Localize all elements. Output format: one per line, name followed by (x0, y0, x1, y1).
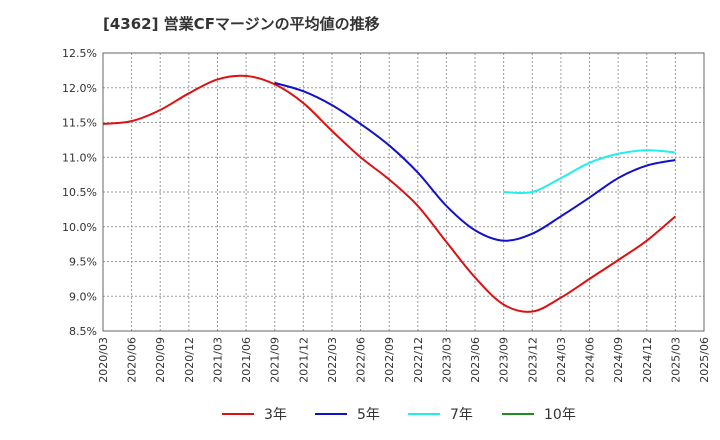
x-tick-label: 2025/06 (698, 337, 711, 383)
x-tick-label: 2022/09 (383, 337, 396, 383)
x-tick-label: 2020/06 (126, 337, 139, 383)
y-tick-label: 12.5% (62, 47, 97, 60)
series-line-2 (503, 149, 676, 195)
plot-frame (102, 52, 705, 332)
chart-title: [4362] 営業CFマージンの平均値の推移 (103, 15, 380, 33)
y-tick-label: 12.0% (62, 82, 97, 95)
y-axis: 8.5% 9.0% 9.5% 10.0% 10.5% 11.0% 11.5% 12.0% 12.… (62, 47, 97, 338)
x-tick-label: 2023/06 (469, 337, 482, 383)
y-tick-label: 9.0% (69, 290, 97, 303)
x-tick-label: 2024/06 (584, 337, 597, 383)
x-tick-label: 2024/03 (555, 337, 568, 383)
legend-label-1: 5年 (357, 407, 380, 423)
y-tick-label: 10.5% (62, 186, 97, 199)
series-line-0 (102, 74, 677, 313)
legend: 3年 5年 7年 10年 (222, 407, 576, 423)
x-tick-label: 2021/09 (269, 337, 282, 383)
x-tick-label: 2022/12 (412, 337, 425, 383)
series-line-1 (274, 81, 676, 242)
legend-label-2: 7年 (450, 407, 473, 423)
x-axis: 2020/03 2020/06 2020/09 2020/12 2021/03 2021/… (97, 337, 711, 383)
x-tick-label: 2024/12 (641, 337, 654, 383)
x-tick-label: 2023/09 (498, 337, 511, 383)
y-tick-label: 11.5% (62, 117, 97, 130)
y-tick-label: 10.0% (62, 221, 97, 234)
x-tick-label: 2020/12 (183, 337, 196, 383)
x-tick-label: 2023/12 (526, 337, 539, 383)
x-tick-label: 2023/03 (440, 337, 453, 383)
series-lines (102, 74, 677, 313)
x-tick-label: 2020/09 (154, 337, 167, 383)
y-tick-label: 8.5% (69, 325, 97, 338)
x-tick-label: 2022/03 (326, 337, 339, 383)
y-tick-label: 9.5% (69, 256, 97, 269)
x-tick-label: 2024/09 (612, 337, 625, 383)
legend-label-0: 3年 (264, 407, 287, 423)
legend-label-3: 10年 (544, 407, 576, 423)
x-tick-label: 2022/06 (355, 337, 368, 383)
x-tick-label: 2025/03 (669, 337, 682, 383)
x-tick-label: 2020/03 (97, 337, 110, 383)
x-tick-label: 2021/12 (297, 337, 310, 383)
x-tick-label: 2021/06 (240, 337, 253, 383)
y-tick-label: 11.0% (62, 151, 97, 164)
x-tick-label: 2021/03 (211, 337, 224, 383)
